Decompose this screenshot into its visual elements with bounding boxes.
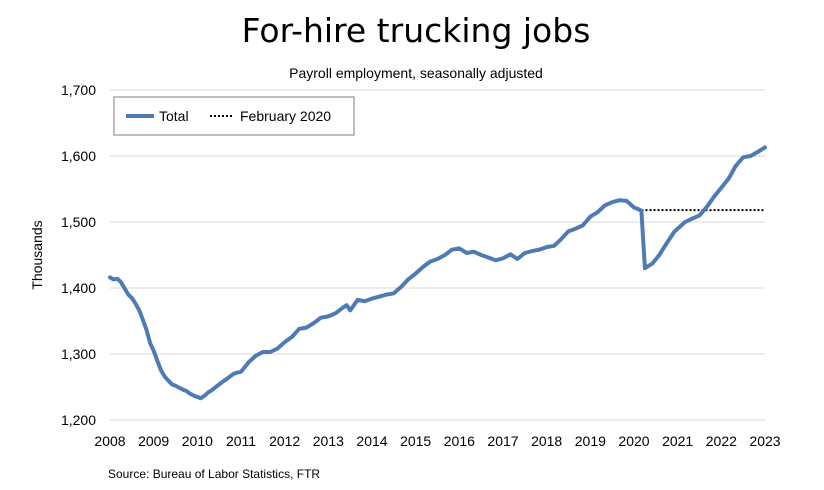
x-tick-label: 2011	[226, 433, 256, 449]
x-tick-label: 2016	[444, 433, 475, 449]
series-layer	[108, 145, 767, 401]
legend: Total February 2020	[113, 96, 355, 136]
x-axis-ticks: 2008 2009 2010 2011 2012 2013 2014 2015 2016 2017…	[94, 433, 780, 449]
x-tick-label: 2012	[269, 433, 300, 449]
x-tick-label: 2017	[487, 433, 518, 449]
y-axis-title: Thousands	[29, 220, 45, 289]
y-tick-label: 1,500	[61, 214, 96, 230]
legend-label-total: Total	[159, 108, 189, 124]
x-tick-label: 2010	[182, 433, 213, 449]
y-tick-label: 1,200	[61, 412, 96, 428]
y-tick-label: 1,400	[61, 280, 96, 296]
gridlines	[110, 89, 765, 421]
x-tick-label: 2020	[618, 433, 649, 449]
y-tick-label: 1,300	[61, 346, 96, 362]
x-tick-label: 2008	[94, 433, 125, 449]
x-tick-label: 2019	[575, 433, 606, 449]
x-tick-label: 2009	[138, 433, 169, 449]
x-tick-label: 2021	[662, 433, 693, 449]
x-tick-label: 2022	[706, 433, 737, 449]
series-line-total	[108, 145, 767, 401]
chart-title: For-hire trucking jobs	[242, 11, 591, 50]
x-tick-label: 2015	[400, 433, 431, 449]
y-tick-label: 1,600	[61, 148, 96, 164]
source-note: Source: Bureau of Labor Statistics, FTR	[108, 467, 320, 481]
x-tick-label: 2018	[531, 433, 562, 449]
chart-subtitle: Payroll employment, seasonally adjusted	[289, 65, 543, 81]
x-tick-label: 2023	[749, 433, 780, 449]
y-tick-label: 1,700	[61, 82, 96, 98]
legend-label-february-2020: February 2020	[240, 108, 331, 124]
x-tick-label: 2014	[356, 433, 387, 449]
x-tick-label: 2013	[313, 433, 344, 449]
y-axis-ticks: 1,200 1,300 1,400 1,500 1,600 1,700	[61, 82, 96, 428]
